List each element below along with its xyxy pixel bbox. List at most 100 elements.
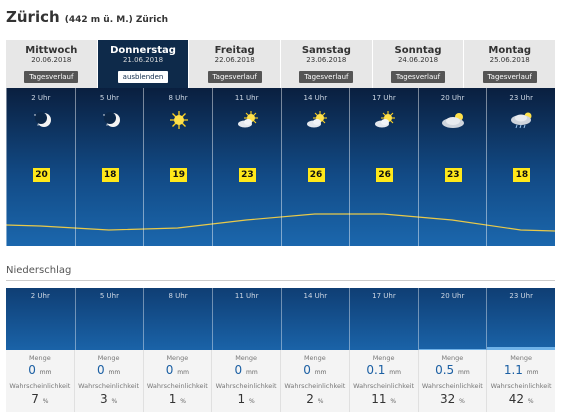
tab-montag[interactable]: Montag 25.06.2018 Tagesverlauf [463, 40, 556, 88]
hide-button[interactable]: ausblenden [117, 71, 169, 83]
tab-sonntag[interactable]: Sonntag 24.06.2018 Tagesverlauf [371, 40, 464, 88]
hour-label: 17 Uhr [372, 94, 396, 102]
hour-slot: 23 Uhr 18 [486, 88, 555, 246]
amount-value: 1.1 mm [503, 363, 539, 377]
tab-samstag[interactable]: Samstag 23.06.2018 Tagesverlauf [280, 40, 372, 88]
hour-slot: 14 Uhr 26 [280, 88, 350, 246]
amount-value: 0 mm [303, 363, 327, 377]
precipitation-stats: Menge 0 mm Wahrscheinlichkeit 7 % Menge 0 mm W… [6, 350, 555, 412]
precipitation-stat: Menge 0 mm Wahrscheinlichkeit 3 % [73, 350, 143, 412]
hour-label: 23 Uhr [509, 292, 533, 300]
precipitation-title: Niederschlag [6, 265, 72, 276]
day-date: 21.06.2018 [122, 56, 164, 64]
day-name: Freitag [214, 45, 255, 56]
day-date: 20.06.2018 [31, 56, 72, 64]
probability-label: Wahrscheinlichkeit [78, 382, 140, 390]
probability-value: 32 % [439, 392, 465, 406]
hour-label: 11 Uhr [234, 94, 259, 102]
amount-value: 0 mm [165, 363, 189, 377]
temperature-badge: 18 [513, 168, 531, 182]
day-date: 25.06.2018 [489, 56, 530, 64]
precipitation-stat: Menge 0 mm Wahrscheinlichkeit 1 % [211, 350, 280, 412]
day-date: 23.06.2018 [306, 56, 347, 64]
precipitation-slot: 23 Uhr [486, 288, 555, 350]
day-details-button[interactable]: Tagesverlauf [482, 71, 537, 83]
hour-slot: 11 Uhr 23 [211, 88, 281, 246]
hour-slot: 5 Uhr 18 [74, 88, 144, 246]
probability-label: Wahrscheinlichkeit [353, 382, 415, 390]
divider [6, 280, 555, 281]
amount-value: 0 mm [28, 363, 52, 377]
precipitation-slot: 17 Uhr [349, 288, 418, 350]
precipitation-panel: 2 Uhr 5 Uhr 8 Uhr 11 Uhr 14 Uhr 17 Uhr 20 Uhr 2… [6, 288, 555, 350]
precipitation-slot: 20 Uhr [417, 288, 487, 350]
day-details-button[interactable]: Tagesverlauf [24, 71, 79, 83]
probability-value: 2 % [306, 392, 324, 406]
amount-label: Menge [97, 354, 120, 362]
tab-freitag[interactable]: Freitag 22.06.2018 Tagesverlauf [188, 40, 281, 88]
temperature-badge: 23 [238, 168, 256, 182]
amount-value: 0 mm [97, 363, 121, 377]
probability-value: 42 % [508, 392, 534, 406]
precipitation-stat: Menge 0.5 mm Wahrscheinlichkeit 32 % [417, 350, 487, 412]
day-name: Donnerstag [110, 45, 176, 56]
temperature-badge: 26 [376, 168, 394, 182]
day-name: Samstag [301, 45, 351, 56]
probability-value: 1 % [168, 392, 186, 406]
sun-cloud-icon [235, 110, 261, 130]
tab-mittwoch[interactable]: Mittwoch 20.06.2018 Tagesverlauf [6, 40, 97, 88]
amount-label: Menge [372, 354, 395, 362]
precipitation-stat: Menge 0 mm Wahrscheinlichkeit 7 % [6, 350, 74, 412]
hour-label: 5 Uhr [99, 94, 119, 102]
hour-label: 14 Uhr [303, 94, 328, 102]
cloud-sun-icon [441, 110, 467, 130]
hour-label: 5 Uhr [99, 292, 119, 300]
hour-label: 8 Uhr [168, 292, 188, 300]
day-date: 22.06.2018 [214, 56, 255, 64]
day-details-button[interactable]: Tagesverlauf [390, 71, 446, 83]
hour-slot: 8 Uhr 19 [143, 88, 212, 246]
tab-donnerstag[interactable]: Donnerstag 21.06.2018 ausblenden [96, 40, 189, 88]
hour-slot: 17 Uhr 26 [349, 88, 418, 246]
precipitation-bar [487, 346, 555, 350]
precipitation-stat: Menge 0 mm Wahrscheinlichkeit 1 % [142, 350, 212, 412]
elevation-info: (442 m ü. M.) Zürich [64, 15, 169, 25]
probability-value: 1 % [237, 392, 255, 406]
temperature-badge: 19 [170, 168, 188, 182]
page-title: Zürich (442 m ü. M.) Zürich [6, 7, 168, 27]
amount-label: Menge [303, 354, 326, 362]
amount-label: Menge [235, 354, 258, 362]
precipitation-slot: 2 Uhr [6, 288, 75, 350]
moon-clear-icon [29, 110, 55, 130]
sun-cloud-icon [372, 110, 398, 130]
hour-label: 20 Uhr [440, 94, 465, 102]
probability-label: Wahrscheinlichkeit [146, 382, 208, 390]
temperature-badge: 23 [444, 168, 462, 182]
day-details-button[interactable]: Tagesverlauf [207, 71, 262, 83]
amount-label: Menge [166, 354, 189, 362]
hour-label: 11 Uhr [234, 292, 259, 300]
cloud-rain-icon [509, 110, 535, 130]
precipitation-stat: Menge 1.1 mm Wahrscheinlichkeit 42 % [486, 350, 555, 412]
amount-value: 0.5 mm [435, 363, 470, 377]
hour-slot: 20 Uhr 23 [417, 88, 487, 246]
hour-label: 2 Uhr [30, 292, 50, 300]
precipitation-slot: 5 Uhr [74, 288, 144, 350]
temperature-badge: 18 [101, 168, 119, 182]
hour-label: 8 Uhr [168, 94, 188, 102]
hour-slot: 2 Uhr 20 [6, 88, 75, 246]
day-details-button[interactable]: Tagesverlauf [299, 71, 354, 83]
amount-value: 0 mm [234, 363, 258, 377]
probability-label: Wahrscheinlichkeit [421, 382, 483, 390]
hour-label: 14 Uhr [303, 292, 328, 300]
amount-label: Menge [441, 354, 464, 362]
temperature-badge: 26 [307, 168, 325, 182]
probability-value: 7 % [31, 392, 49, 406]
probability-value: 11 % [371, 392, 397, 406]
amount-label: Menge [28, 354, 51, 362]
amount-value: 0.1 mm [366, 363, 401, 377]
probability-value: 3 % [100, 392, 118, 406]
probability-label: Wahrscheinlichkeit [490, 382, 552, 390]
temperature-badge: 20 [33, 168, 50, 182]
precipitation-stat: Menge 0.1 mm Wahrscheinlichkeit 11 % [348, 350, 418, 412]
